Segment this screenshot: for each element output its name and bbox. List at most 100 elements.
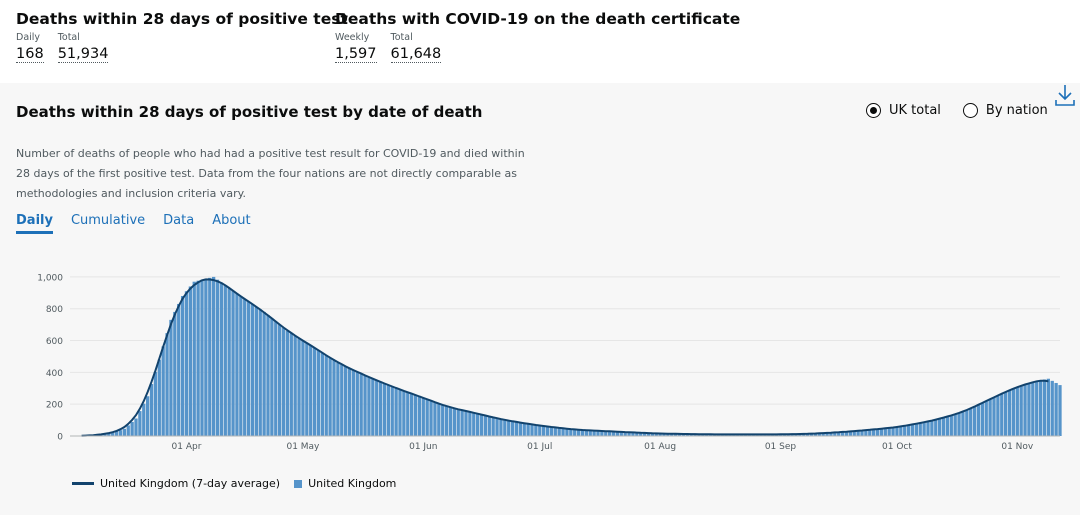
bar — [1035, 381, 1039, 436]
bar — [126, 425, 130, 436]
bar — [685, 434, 689, 436]
bar — [149, 384, 154, 436]
bar — [243, 299, 247, 436]
metric-weekly[interactable]: Weekly 1,597 — [335, 32, 377, 63]
bar — [969, 408, 973, 436]
x-tick-label: 01 Apr — [172, 442, 202, 452]
bar — [347, 368, 352, 436]
bar — [293, 335, 297, 436]
bar — [410, 393, 414, 436]
bar — [472, 412, 476, 436]
legend-item-average[interactable]: United Kingdom (7-day average) — [72, 477, 280, 490]
bar — [1054, 382, 1058, 436]
bar — [1004, 391, 1008, 436]
bar — [580, 430, 585, 436]
bar — [650, 433, 654, 436]
bar — [802, 433, 806, 436]
bar — [138, 411, 142, 436]
bar — [177, 303, 181, 436]
bar — [938, 418, 942, 436]
bar — [219, 282, 224, 436]
bar — [619, 431, 623, 436]
legend-item-daily[interactable]: United Kingdom — [294, 477, 396, 490]
bar — [452, 408, 456, 436]
bar — [1000, 393, 1004, 436]
bar — [840, 431, 845, 436]
bar — [992, 397, 996, 436]
bar — [646, 433, 651, 436]
area-type-radio-group: UK total By nation — [866, 103, 1048, 118]
bar — [305, 342, 309, 436]
bar — [134, 418, 138, 436]
bar — [367, 377, 371, 436]
bar — [608, 431, 612, 436]
bar — [922, 422, 926, 436]
bar — [476, 413, 480, 436]
bar — [868, 429, 872, 436]
bar — [565, 428, 569, 436]
download-icon[interactable] — [1054, 83, 1076, 107]
metric-label: Total — [57, 32, 80, 43]
bar — [844, 431, 849, 436]
bar — [957, 413, 961, 436]
bar — [231, 290, 235, 436]
radio-by-nation[interactable]: By nation — [962, 103, 1048, 118]
tab-about[interactable]: About — [212, 213, 251, 228]
tab-daily[interactable]: Daily — [16, 213, 53, 234]
bar — [235, 293, 239, 436]
bar — [918, 423, 922, 436]
radio-uk-total[interactable]: UK total — [866, 103, 941, 118]
headline-title: Deaths within 28 days of positive test — [16, 10, 348, 28]
bar — [118, 430, 123, 436]
metric-total[interactable]: Total 51,934 — [57, 32, 109, 63]
bar — [953, 414, 957, 436]
bar — [487, 416, 491, 436]
bar — [573, 429, 577, 436]
bar — [425, 399, 429, 436]
bar — [204, 278, 208, 436]
bar — [114, 431, 119, 436]
bar — [1058, 385, 1062, 436]
bar — [627, 432, 631, 436]
bar — [460, 410, 464, 436]
bar — [355, 371, 359, 436]
bar — [417, 396, 422, 436]
metric-total[interactable]: Total 61,648 — [390, 32, 442, 63]
metric-value: 51,934 — [57, 46, 109, 63]
tab-data[interactable]: Data — [163, 213, 195, 228]
bar — [433, 402, 437, 436]
x-tick-label: 01 May — [286, 442, 320, 452]
bar — [1015, 387, 1019, 436]
bar — [677, 433, 682, 436]
bar — [642, 432, 647, 436]
bar — [934, 419, 938, 436]
bar — [545, 426, 550, 436]
metric-daily[interactable]: Daily 168 — [16, 32, 44, 63]
bar — [320, 352, 324, 436]
bar — [227, 288, 231, 436]
bar — [833, 432, 837, 436]
bar — [507, 420, 511, 436]
bar — [639, 432, 643, 436]
bar — [188, 286, 192, 436]
average-line — [81, 278, 1049, 437]
bar — [444, 406, 449, 436]
bar — [806, 433, 810, 436]
bar — [278, 324, 282, 436]
tab-cumulative[interactable]: Cumulative — [70, 213, 146, 228]
bar — [910, 424, 915, 436]
bar — [483, 415, 488, 436]
bar — [111, 432, 115, 436]
metric-label: Total — [390, 32, 413, 43]
bar — [262, 311, 266, 436]
bar — [635, 432, 639, 436]
bar — [522, 423, 526, 436]
bar — [584, 430, 588, 436]
bar — [208, 277, 212, 436]
bar — [526, 423, 530, 436]
chart-description: Number of deaths of people who had had a… — [16, 147, 525, 200]
bar — [169, 319, 173, 436]
deaths-chart: 0 200 400 600 800 1,000 01 Apr 01 May 01 Jun 01 J… — [37, 273, 1062, 452]
bar — [914, 423, 918, 436]
bar — [1011, 388, 1016, 436]
